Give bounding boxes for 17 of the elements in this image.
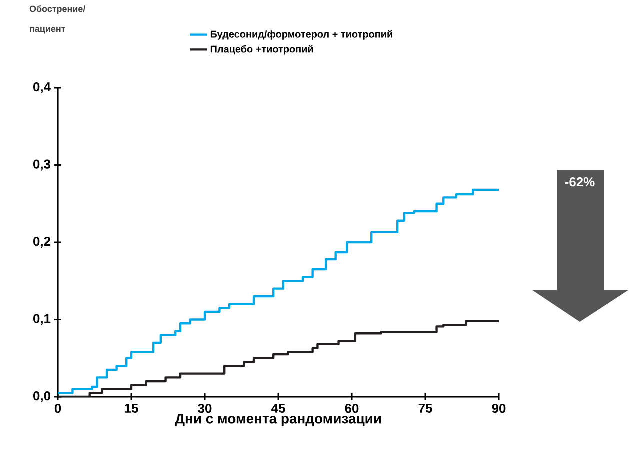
x-tick-label: 75 (418, 404, 432, 414)
y-tick-label: 0,0 (34, 391, 50, 403)
x-tick-label: 90 (492, 404, 506, 414)
text: Обострение/ пациент (30, 6, 86, 34)
x-axis-title: Дни с момента рандомизации (175, 414, 382, 427)
y-tick-label: 0,1 (34, 314, 51, 326)
text: -62% (565, 178, 595, 187)
y-tick-label: 0,2 (34, 236, 50, 248)
x-tick-label: 30 (198, 404, 212, 414)
x-tick-label: 45 (272, 404, 286, 414)
legend-label: Будесонид/формотерол + тиотропий (210, 30, 392, 40)
x-tick-label: 0 (54, 404, 62, 414)
x-tick-label: 60 (345, 404, 359, 414)
y-tick-label: 0,4 (34, 82, 51, 94)
x-tick-label: 15 (125, 404, 138, 414)
y-tick-label: 0,3 (34, 160, 51, 171)
legend-label: Плацебо +тиотропий (210, 45, 314, 55)
